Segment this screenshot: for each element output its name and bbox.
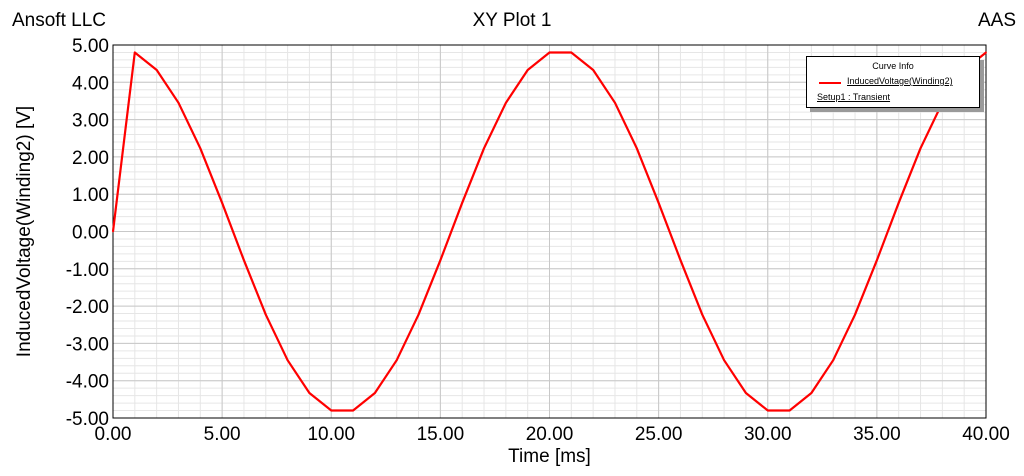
data-point: [177, 101, 180, 104]
x-tick-label: 25.00: [635, 424, 683, 445]
data-point: [723, 359, 725, 362]
data-point: [112, 230, 114, 233]
y-tick-label: 5.00: [72, 36, 109, 57]
legend-title: Curve Info: [872, 61, 914, 71]
data-point: [701, 313, 704, 316]
y-tick-label: 4.00: [72, 73, 109, 94]
data-point: [897, 201, 900, 204]
y-tick-label: -5.00: [66, 409, 109, 430]
data-point: [854, 313, 856, 316]
y-tick-label: 0.00: [72, 223, 109, 244]
major-gridlines: [112, 44, 987, 419]
data-point: [155, 69, 158, 71]
data-point: [919, 147, 922, 150]
legend-series-swatch: [819, 82, 841, 84]
data-point: [985, 51, 987, 54]
x-tick-label: 35.00: [853, 424, 901, 445]
data-point: [439, 259, 442, 262]
data-point: [766, 409, 769, 412]
x-tick-label: 40.00: [962, 424, 1010, 445]
y-axis-label: InducedVoltage(Winding2) [V]: [14, 106, 35, 357]
y-tick-label: -3.00: [66, 334, 109, 355]
data-point: [374, 392, 376, 394]
curve-info-legend[interactable]: Curve Info InducedVoltage(Winding2) Setu…: [806, 56, 980, 108]
x-axis-label: Time [ms]: [508, 446, 591, 467]
data-point: [635, 147, 638, 150]
data-point: [657, 201, 660, 204]
data-point: [679, 259, 682, 262]
x-tick-label: 15.00: [417, 424, 465, 445]
data-point: [308, 392, 311, 394]
data-point: [810, 392, 813, 394]
series-layer: [111, 51, 987, 412]
y-axis-ticks: 5.00 4.00 3.00 2.00 1.00 0.00 -1.00 -2.00 -3.00 -…: [66, 36, 109, 430]
data-point: [483, 147, 485, 150]
data-point: [330, 409, 333, 412]
x-tick-label: 20.00: [526, 424, 574, 445]
y-tick-label: -2.00: [66, 297, 109, 318]
data-point: [832, 359, 835, 362]
y-tick-label: 2.00: [72, 148, 109, 169]
y-tick-label: 3.00: [72, 111, 109, 132]
data-point: [614, 101, 616, 104]
data-point: [133, 51, 136, 54]
data-point: [592, 69, 595, 71]
data-point: [526, 69, 529, 71]
data-point: [570, 51, 573, 54]
plot-title: XY Plot 1: [472, 10, 552, 31]
x-tick-label: 30.00: [744, 424, 792, 445]
y-tick-label: -4.00: [66, 372, 109, 393]
x-tick-label: 0.00: [95, 424, 132, 445]
company-label: Ansoft LLC: [12, 10, 106, 31]
data-point: [352, 409, 354, 412]
data-point: [504, 101, 507, 104]
legend-series-name[interactable]: InducedVoltage(Winding2): [847, 76, 953, 86]
corner-label: AAS: [977, 10, 1016, 31]
y-tick-label: -1.00: [66, 260, 109, 281]
data-point: [788, 409, 791, 412]
data-point: [745, 392, 747, 394]
y-tick-label: 1.00: [72, 185, 109, 206]
data-point: [548, 51, 551, 54]
data-point: [286, 359, 289, 362]
x-axis-ticks: 0.00 5.00 10.00 15.00 20.00 25.00 30.00 35.00 40…: [95, 424, 1010, 445]
x-tick-label: 5.00: [204, 424, 241, 445]
data-point: [395, 359, 398, 362]
data-point: [243, 259, 245, 262]
data-point: [461, 201, 464, 204]
legend-setup-label[interactable]: Setup1 : Transient: [817, 92, 891, 102]
data-point: [875, 259, 878, 262]
data-point: [417, 313, 420, 316]
x-tick-label: 10.00: [307, 424, 355, 445]
data-point: [199, 147, 202, 150]
data-point: [264, 313, 267, 316]
data-point: [221, 201, 224, 204]
